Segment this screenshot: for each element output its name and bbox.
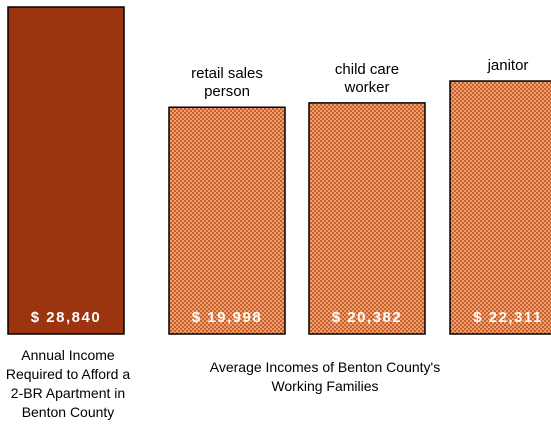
bar-required-income — [7, 6, 125, 335]
bar-family-income — [308, 102, 426, 335]
bar-value-label: $ 19,998 — [192, 309, 262, 326]
bar-family-income — [449, 80, 551, 335]
bar-value-label: $ 28,840 — [31, 309, 101, 326]
bar-category-label-line: worker — [344, 78, 390, 96]
bottom-label-required-line: Annual Income — [21, 347, 115, 363]
bars-group: $ 28,840 $ 19,998 $ 20,382 $ 22,311 — [7, 6, 551, 335]
bar-family-income — [168, 106, 286, 335]
bottom-label-group: Average Incomes of Benton County's Worki… — [180, 358, 470, 396]
bar-category-label-line: person — [204, 83, 250, 101]
bar-category-label: janitor — [453, 57, 551, 75]
bar-category-label-line: child care — [334, 60, 400, 78]
bottom-label-required-line: Required to Afford a — [5, 366, 131, 382]
bar-category-label: retail sales person — [172, 65, 282, 101]
bottom-label-required-line: 2-BR Apartment in — [10, 385, 126, 401]
bottom-label-required: Annual Income Required to Afford a 2-BR … — [0, 346, 136, 422]
bar-value-label: $ 20,382 — [332, 309, 402, 326]
bottom-label-required-line: Benton County — [21, 404, 115, 420]
bar-category-label: child care worker — [312, 61, 422, 97]
bottom-label-group-line: Working Families — [271, 378, 379, 394]
bottom-label-group-line: Average Incomes of Benton County's — [209, 359, 441, 375]
bar-category-label-line: janitor — [487, 57, 529, 75]
bar-category-label-line: retail sales — [191, 65, 263, 83]
bar-value-label: $ 22,311 — [473, 309, 543, 326]
